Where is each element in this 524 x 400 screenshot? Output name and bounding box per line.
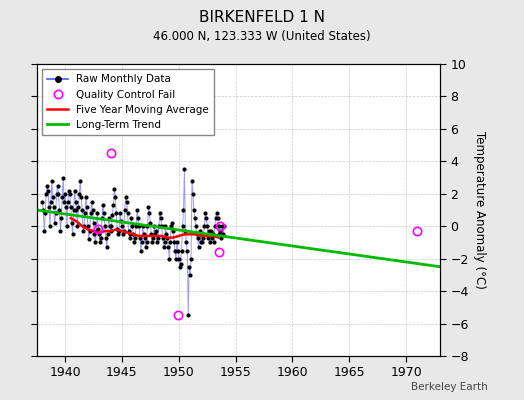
Text: BIRKENFELD 1 N: BIRKENFELD 1 N	[199, 10, 325, 25]
Y-axis label: Temperature Anomaly (°C): Temperature Anomaly (°C)	[473, 131, 486, 289]
Text: Berkeley Earth: Berkeley Earth	[411, 382, 487, 392]
Legend: Raw Monthly Data, Quality Control Fail, Five Year Moving Average, Long-Term Tren: Raw Monthly Data, Quality Control Fail, …	[42, 69, 214, 135]
Text: 46.000 N, 123.333 W (United States): 46.000 N, 123.333 W (United States)	[153, 30, 371, 43]
